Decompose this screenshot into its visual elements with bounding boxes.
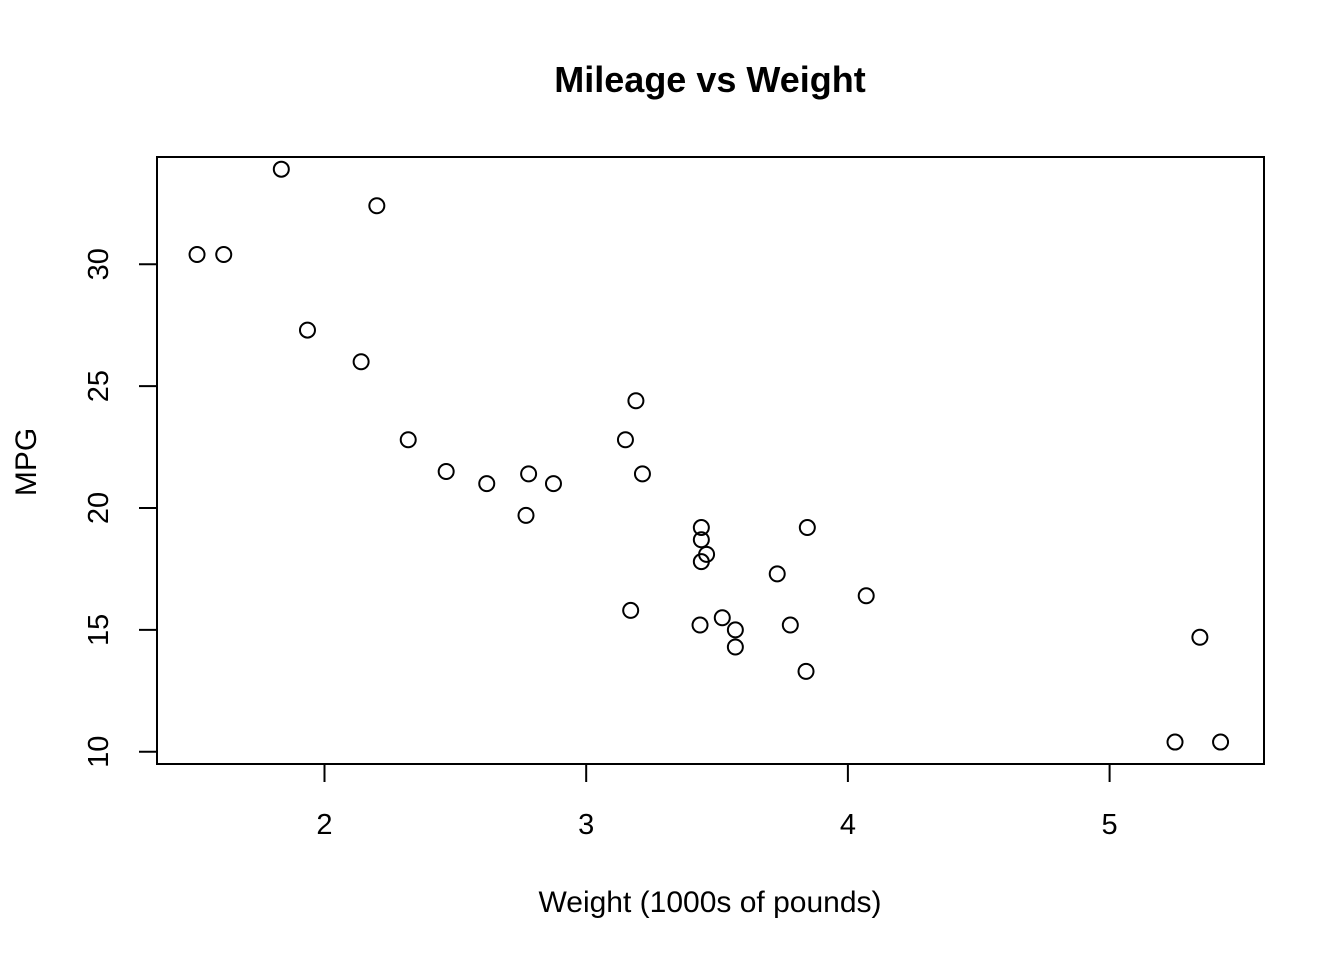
x-axis-label: Weight (1000s of pounds) xyxy=(539,886,882,919)
data-point xyxy=(352,353,370,371)
data-point xyxy=(368,197,386,215)
data-point xyxy=(633,465,651,483)
y-tick-label: 20 xyxy=(83,492,115,524)
data-point xyxy=(399,431,417,449)
data-point xyxy=(627,392,645,410)
x-tick-label: 2 xyxy=(316,809,332,841)
data-point xyxy=(692,519,710,537)
plot-frame xyxy=(156,156,1265,765)
data-point xyxy=(726,621,744,639)
x-tick-label: 5 xyxy=(1102,809,1118,841)
data-point xyxy=(781,616,799,634)
x-tick-label: 3 xyxy=(578,809,594,841)
data-point xyxy=(272,160,290,178)
data-point xyxy=(692,553,710,571)
data-point xyxy=(215,246,233,264)
data-point xyxy=(857,587,875,605)
data-point xyxy=(520,465,538,483)
data-point xyxy=(437,462,455,480)
data-point xyxy=(798,519,816,537)
data-point xyxy=(1166,733,1184,751)
data-point xyxy=(517,506,535,524)
y-axis: 10 15 20 25 30 xyxy=(83,248,158,768)
x-tick-label: 4 xyxy=(840,809,856,841)
x-axis: 2 3 4 5 xyxy=(316,763,1118,841)
y-tick-label: 10 xyxy=(83,736,115,768)
data-point xyxy=(1191,628,1209,646)
data-point xyxy=(726,638,744,656)
data-point xyxy=(713,609,731,627)
data-point xyxy=(544,475,562,493)
data-point xyxy=(691,616,709,634)
data-point xyxy=(616,431,634,449)
data-point xyxy=(692,531,710,549)
y-axis-label: MPG xyxy=(10,428,43,496)
data-point xyxy=(1212,733,1230,751)
data-point xyxy=(478,475,496,493)
y-tick-label: 25 xyxy=(83,370,115,402)
data-point xyxy=(188,246,206,264)
data-point xyxy=(768,565,786,583)
data-points xyxy=(188,160,1230,751)
data-point xyxy=(797,662,815,680)
data-point xyxy=(622,601,640,619)
y-tick-label: 30 xyxy=(83,248,115,280)
data-point xyxy=(298,321,316,339)
y-tick-label: 15 xyxy=(83,614,115,646)
chart-title: Mileage vs Weight xyxy=(554,59,865,100)
